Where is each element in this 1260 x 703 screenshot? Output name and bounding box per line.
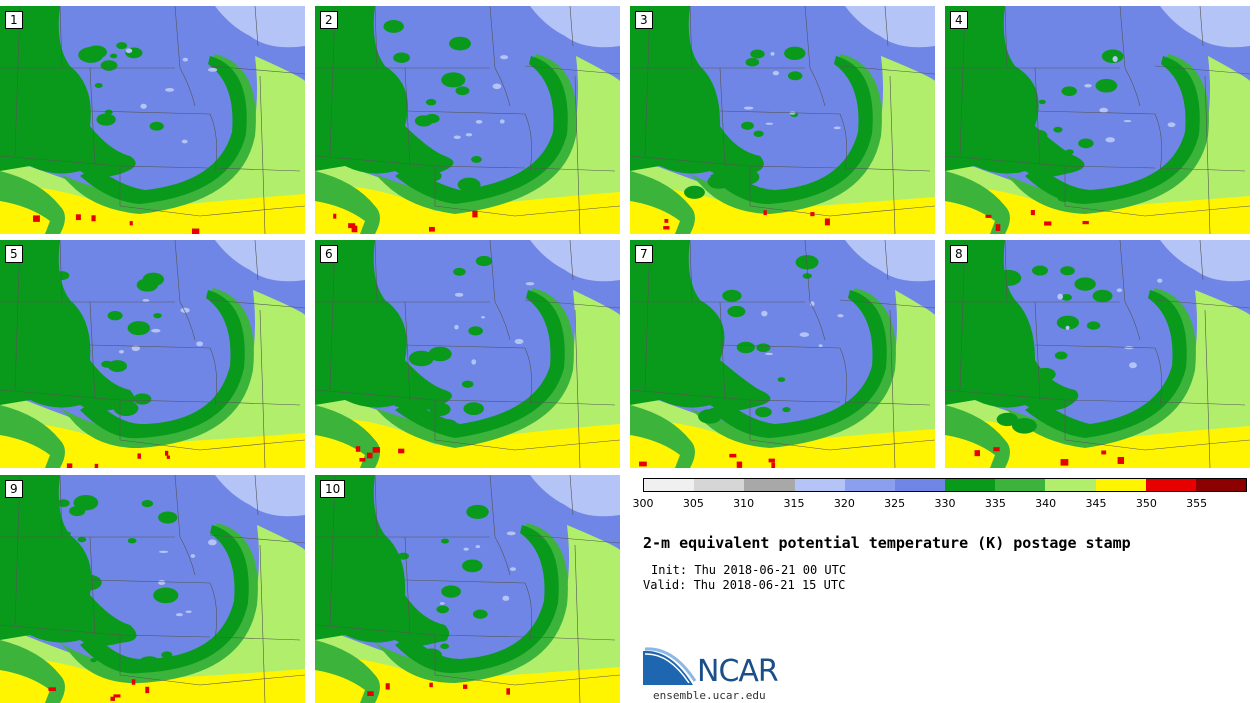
member-label: 3	[635, 11, 653, 29]
theta-e-map	[630, 6, 935, 234]
colorbar-tick-label: 335	[984, 497, 1006, 510]
member-label: 10	[320, 480, 346, 498]
colorbar-tick-label: 300	[632, 497, 654, 510]
colorbar-tick-label: 345	[1085, 497, 1107, 510]
member-panel-6: 6	[315, 240, 620, 468]
theta-e-map	[315, 475, 620, 703]
member-panel-10: 10	[315, 475, 620, 703]
theta-e-map	[945, 6, 1250, 234]
colorbar-swatch	[995, 479, 1046, 491]
colorbar-tick-label: 340	[1035, 497, 1057, 510]
member-label: 9	[5, 480, 23, 498]
member-panel-7: 7	[630, 240, 935, 468]
ncar-logo-icon	[643, 647, 697, 685]
theta-e-map	[0, 240, 305, 468]
colorbar-tick-label: 320	[833, 497, 855, 510]
colorbar-tick-label: 310	[733, 497, 755, 510]
member-panel-4: 4	[945, 6, 1250, 234]
colorbar-swatch	[744, 479, 795, 491]
ncar-logo-text: NCAR	[697, 654, 779, 689]
colorbar-tick-label: 325	[884, 497, 906, 510]
colorbar-swatch	[894, 479, 946, 491]
colorbar-swatch	[1095, 479, 1146, 491]
theta-e-map	[0, 475, 305, 703]
colorbar-tick-label: 350	[1135, 497, 1157, 510]
theta-e-map	[315, 240, 620, 468]
colorbar	[643, 478, 1247, 492]
colorbar-swatch	[1045, 479, 1096, 491]
member-panel-9: 9	[0, 475, 305, 703]
colorbar-swatch	[844, 479, 895, 491]
member-panel-1: 1	[0, 6, 305, 234]
member-label: 2	[320, 11, 338, 29]
member-panel-8: 8	[945, 240, 1250, 468]
colorbar-swatch	[644, 479, 695, 491]
theta-e-map	[315, 6, 620, 234]
valid-time: Valid: Thu 2018-06-21 15 UTC	[643, 578, 846, 592]
member-label: 4	[950, 11, 968, 29]
member-label: 6	[320, 245, 338, 263]
logo-url: ensemble.ucar.edu	[653, 689, 766, 702]
colorbar-ticks: 300 305 310 315 320 325 330 335 340 345 350 355	[633, 497, 1247, 513]
theta-e-map	[945, 240, 1250, 468]
member-panel-3: 3	[630, 6, 935, 234]
colorbar-swatch	[945, 479, 996, 491]
member-label: 5	[5, 245, 23, 263]
init-time: Init: Thu 2018-06-21 00 UTC	[651, 563, 847, 577]
colorbar-swatch	[1145, 479, 1196, 491]
member-panel-5: 5	[0, 240, 305, 468]
colorbar-swatch	[794, 479, 845, 491]
colorbar-tick-label: 305	[682, 497, 704, 510]
colorbar-tick-label: 330	[934, 497, 956, 510]
theta-e-map	[630, 240, 935, 468]
member-panel-2: 2	[315, 6, 620, 234]
member-label: 8	[950, 245, 968, 263]
member-label: 1	[5, 11, 23, 29]
colorbar-tick-label: 355	[1186, 497, 1208, 510]
member-label: 7	[635, 245, 653, 263]
chart-title: 2-m equivalent potential temperature (K)…	[643, 534, 1131, 552]
theta-e-map	[0, 6, 305, 234]
colorbar-tick-label: 315	[783, 497, 805, 510]
colorbar-swatch	[1195, 479, 1247, 491]
colorbar-swatch	[694, 479, 745, 491]
